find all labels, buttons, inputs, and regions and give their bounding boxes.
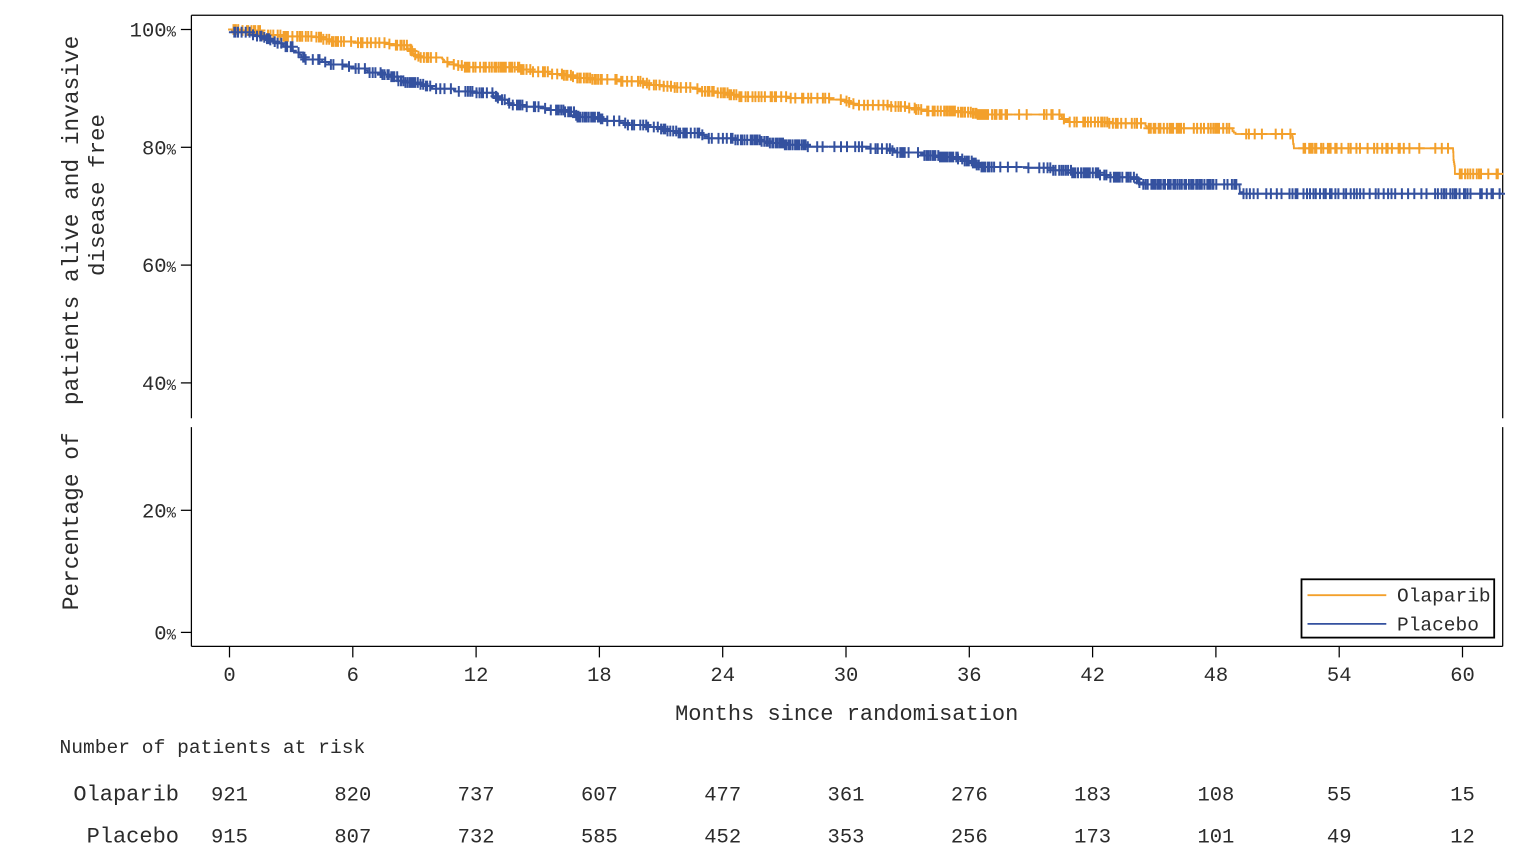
svg-text:452: 452 xyxy=(704,827,741,850)
svg-text:12: 12 xyxy=(464,665,489,688)
svg-text:60%: 60% xyxy=(142,256,177,279)
svg-text:54: 54 xyxy=(1327,665,1352,688)
svg-text:Olaparib: Olaparib xyxy=(73,783,179,808)
svg-text:Placebo: Placebo xyxy=(87,825,179,850)
svg-text:737: 737 xyxy=(458,785,495,808)
svg-text:921: 921 xyxy=(211,785,248,808)
svg-text:80%: 80% xyxy=(142,138,177,161)
svg-text:101: 101 xyxy=(1197,827,1234,850)
svg-text:60: 60 xyxy=(1450,665,1475,688)
svg-text:40%: 40% xyxy=(142,374,177,397)
svg-text:607: 607 xyxy=(581,785,618,808)
svg-text:807: 807 xyxy=(334,827,371,850)
svg-text:18: 18 xyxy=(587,665,612,688)
svg-text:24: 24 xyxy=(710,665,735,688)
svg-text:276: 276 xyxy=(951,785,988,808)
svg-text:Months since randomisation: Months since randomisation xyxy=(675,702,1018,727)
svg-text:disease free: disease free xyxy=(85,114,111,276)
svg-text:Percentage of patients alive: Percentage of patients alive and invasiv… xyxy=(59,36,85,611)
svg-text:361: 361 xyxy=(828,785,865,808)
svg-text:353: 353 xyxy=(828,827,865,850)
svg-text:6: 6 xyxy=(347,665,359,688)
svg-text:732: 732 xyxy=(458,827,495,850)
svg-text:15: 15 xyxy=(1450,785,1475,808)
svg-text:12: 12 xyxy=(1450,827,1475,850)
svg-text:108: 108 xyxy=(1197,785,1234,808)
svg-text:30: 30 xyxy=(834,665,859,688)
svg-text:42: 42 xyxy=(1080,665,1105,688)
svg-text:36: 36 xyxy=(957,665,982,688)
svg-text:20%: 20% xyxy=(142,501,177,524)
svg-text:Number of patients at risk: Number of patients at risk xyxy=(60,737,366,759)
svg-text:48: 48 xyxy=(1204,665,1229,688)
svg-text:820: 820 xyxy=(334,785,371,808)
svg-text:173: 173 xyxy=(1074,827,1111,850)
svg-text:585: 585 xyxy=(581,827,618,850)
svg-text:49: 49 xyxy=(1327,827,1352,850)
svg-text:100%: 100% xyxy=(130,21,177,44)
svg-text:477: 477 xyxy=(704,785,741,808)
svg-text:55: 55 xyxy=(1327,785,1352,808)
svg-text:Olaparib: Olaparib xyxy=(1397,586,1491,608)
svg-text:915: 915 xyxy=(211,827,248,850)
svg-text:256: 256 xyxy=(951,827,988,850)
svg-text:0%: 0% xyxy=(154,623,176,646)
svg-text:183: 183 xyxy=(1074,785,1111,808)
svg-text:0: 0 xyxy=(223,665,235,688)
svg-text:Placebo: Placebo xyxy=(1397,615,1479,637)
